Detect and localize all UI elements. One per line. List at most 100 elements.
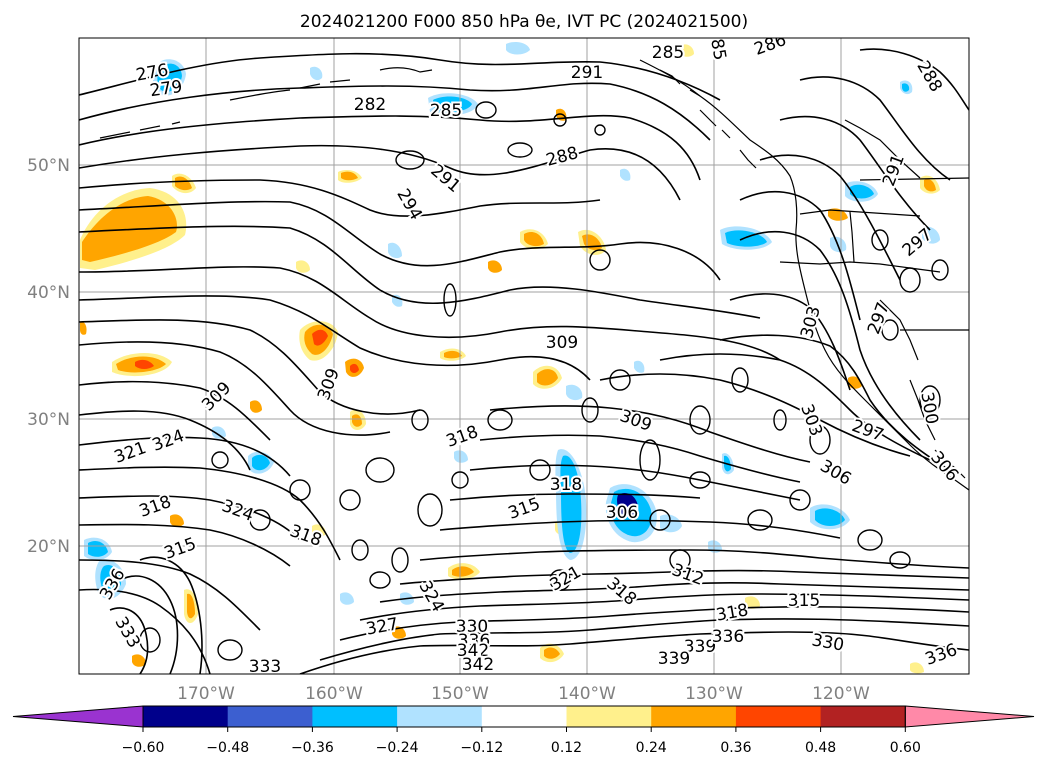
contour-label-group: 333 [247, 655, 283, 674]
colorbar-extend-right [904, 705, 1035, 728]
contour-label-group: 339 [656, 647, 692, 671]
colorbar-tick-label: −0.12 [460, 740, 503, 756]
contour-label: 339 [684, 637, 716, 657]
contour-line [739, 190, 861, 321]
theta-e-contours [79, 48, 969, 674]
contour-line [439, 519, 841, 539]
contour-line [79, 523, 291, 567]
coastline [379, 67, 433, 73]
contour-label-group: 342 [455, 639, 491, 663]
contour-ring [549, 569, 571, 591]
colorbar-tick-label: 0.60 [890, 740, 921, 756]
contour-line [799, 76, 951, 181]
colorbar-tick-label: −0.36 [291, 740, 334, 756]
contour-line [79, 495, 301, 541]
contour-line [339, 606, 969, 641]
contour-ring [589, 249, 611, 271]
contour-label-group: 285 [428, 99, 464, 123]
lat-label: 20°N [27, 537, 70, 557]
coastline [844, 119, 921, 179]
contour-line [79, 436, 291, 477]
contour-line [79, 295, 591, 381]
contour-label: 342 [457, 641, 489, 661]
coastline [859, 177, 969, 181]
contour-ring [609, 369, 631, 391]
contour-line [139, 556, 203, 674]
colorbar-tick-label: −0.60 [122, 740, 165, 756]
colorbar-tick-label: −0.24 [376, 740, 419, 756]
contour-label-group: 336 [710, 625, 746, 649]
lon-label: 150°W [431, 684, 489, 704]
contour-ring [365, 457, 395, 483]
contour-ring [369, 571, 391, 589]
contour-label: 339 [658, 649, 690, 669]
contour-ring [881, 319, 899, 341]
contour-label: 306 [606, 503, 638, 523]
contour-ring [857, 529, 883, 551]
colorbar-tick-label: 0.12 [551, 740, 582, 756]
contour-line [79, 266, 781, 361]
graticule [79, 38, 969, 674]
coastline [659, 69, 701, 97]
lon-label: 120°W [812, 684, 870, 704]
colorbar-segment [397, 706, 483, 727]
coastline [779, 261, 941, 273]
contour-ring [417, 493, 443, 527]
map-title: 2024021200 F000 850 hPa θe, IVT PC (2024… [300, 12, 748, 32]
lon-label: 170°W [177, 684, 235, 704]
contour-label: 336 [458, 631, 490, 651]
contour-ring [529, 459, 551, 481]
contour-ring [443, 283, 457, 317]
map-frame [78, 37, 970, 675]
coastline [739, 149, 757, 169]
contour-line [79, 380, 271, 441]
contour-ring [919, 385, 941, 415]
colorbar-segment [227, 706, 313, 727]
contour-ring [871, 229, 889, 251]
colorbar-segment [566, 706, 652, 727]
contour-label: 342 [462, 655, 494, 675]
contour-ring [475, 101, 497, 119]
contour-ring [395, 150, 425, 170]
contour-ring [594, 124, 606, 136]
contour-line [419, 549, 969, 569]
contour-ring [639, 439, 661, 481]
contour-line [79, 225, 761, 319]
contour-line [359, 593, 969, 621]
contour-line [659, 353, 931, 461]
contour-line [449, 493, 701, 501]
contour-label-group: 309 [544, 331, 580, 355]
contour-ring [351, 539, 369, 561]
contour-label: 330 [456, 617, 488, 637]
contour-label: 282 [354, 95, 386, 115]
contour-ring [139, 627, 161, 653]
contour-ring [747, 509, 773, 531]
contour-ring [649, 509, 671, 531]
contour-line [479, 434, 801, 483]
contour-line [79, 410, 251, 471]
contour-ring [889, 551, 911, 569]
colorbar-tick-label: −0.48 [206, 740, 249, 756]
contour-line [79, 466, 341, 561]
colorbar-segment [735, 706, 822, 727]
coastline [99, 121, 181, 139]
contour-line [119, 575, 179, 674]
contour-line [469, 464, 801, 501]
colorbar-segment [143, 706, 229, 727]
contour-ring [249, 509, 271, 531]
longitude-labels: 170°W 160°W 150°W 140°W 130°W 120°W [177, 684, 870, 704]
contour-label: 336 [712, 627, 744, 647]
contour-ring [211, 451, 229, 469]
coastline [699, 109, 731, 139]
contour-ring [339, 489, 361, 511]
contour-ring [689, 471, 711, 489]
colorbar-extend-left [12, 705, 144, 728]
lon-label: 160°W [305, 684, 363, 704]
contour-line [79, 319, 421, 415]
colorbar-tick-label: 0.48 [805, 740, 836, 756]
contour-label-group: 336 [456, 629, 492, 653]
contour-line [79, 588, 211, 674]
colorbar-segment [820, 706, 906, 727]
